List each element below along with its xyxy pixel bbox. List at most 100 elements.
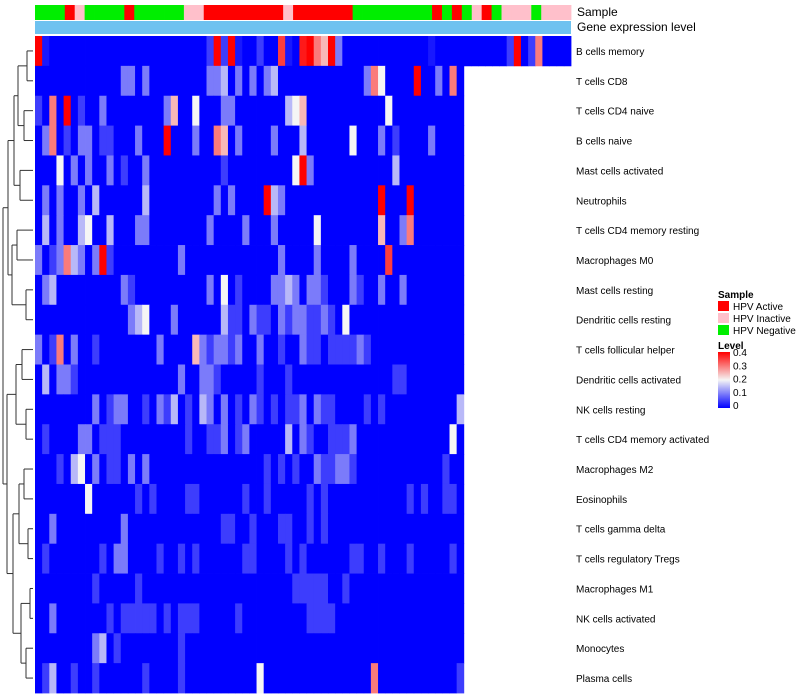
heatmap-cell <box>113 274 122 306</box>
heatmap-cell <box>63 513 72 545</box>
heatmap-cell <box>42 274 50 306</box>
heatmap-cell <box>370 215 379 246</box>
heatmap-cell <box>120 483 129 515</box>
heatmap-cell <box>442 454 450 485</box>
heatmap-cell <box>235 364 243 395</box>
heatmap-cell <box>213 36 222 67</box>
heatmap-cell <box>185 304 193 336</box>
heatmap-cell <box>177 36 186 67</box>
heatmap-cell <box>420 65 429 97</box>
heatmap-cell <box>399 95 408 126</box>
heatmap-cell <box>92 274 100 306</box>
heatmap-cell <box>335 543 343 574</box>
heatmap-cell <box>413 483 422 515</box>
heatmap-cell <box>249 364 257 395</box>
heatmap-cell <box>106 125 115 156</box>
heatmap-cell <box>220 95 229 126</box>
heatmap-cell <box>435 334 443 365</box>
heatmap-cell <box>449 304 458 336</box>
heatmap-cell <box>363 364 372 395</box>
heatmap-cell <box>42 454 50 485</box>
heatmap-cell <box>413 663 422 694</box>
heatmap-cell <box>306 36 315 67</box>
heatmap-cell <box>235 663 243 694</box>
heatmap-cell <box>170 36 179 67</box>
heatmap-cell <box>149 603 157 634</box>
heatmap-cell <box>313 603 322 634</box>
heatmap-cell <box>127 663 136 694</box>
heatmap-cell <box>149 304 157 336</box>
heatmap-cell <box>256 364 265 395</box>
heatmap-cell <box>277 215 286 246</box>
heatmap-cell <box>42 483 50 515</box>
heatmap-cell <box>35 274 43 306</box>
heatmap-cell <box>120 513 129 545</box>
heatmap-cell <box>163 483 172 515</box>
heatmap-cell <box>435 185 443 216</box>
heatmap-cell <box>328 633 336 664</box>
heatmap-cell <box>220 36 229 67</box>
heatmap-cell <box>299 513 307 545</box>
heatmap-cell <box>163 633 172 664</box>
heatmap-cell <box>70 304 79 336</box>
heatmap-cell <box>392 95 400 126</box>
heatmap-cell <box>70 155 79 186</box>
heatmap-cell <box>406 573 415 604</box>
heatmap-cell <box>420 274 429 306</box>
heatmap-cell <box>77 573 86 604</box>
heatmap-cell <box>320 513 329 545</box>
heatmap-cell <box>292 95 300 126</box>
heatmap-cell <box>120 394 129 425</box>
heatmap-cell <box>285 603 293 634</box>
sample-annotation-cell <box>352 5 363 20</box>
heatmap-cell <box>85 483 93 515</box>
heatmap-cell <box>242 663 250 694</box>
heatmap-cell <box>313 543 322 574</box>
heatmap-cell <box>242 274 250 306</box>
heatmap-cell <box>370 95 379 126</box>
heatmap-cell <box>456 95 465 126</box>
heatmap-cell <box>256 155 265 186</box>
heatmap-cell <box>263 245 272 276</box>
heatmap-cell <box>442 633 450 664</box>
heatmap-cell <box>49 663 57 694</box>
heatmap-cell <box>263 185 272 216</box>
legend-label: HPV Inactive <box>733 314 791 325</box>
heatmap-cell <box>220 274 229 306</box>
heatmap-cell <box>349 304 357 336</box>
heatmap-cell <box>392 483 400 515</box>
heatmap-cell <box>35 483 43 515</box>
heatmap-cell <box>85 304 93 336</box>
heatmap-cell <box>85 603 93 634</box>
heatmap-cell <box>113 633 122 664</box>
heatmap-cell <box>285 304 293 336</box>
heatmap-cell <box>363 185 372 216</box>
heatmap-cell <box>263 454 272 485</box>
heatmap-cell <box>378 36 386 67</box>
heatmap-cell <box>413 36 422 67</box>
heatmap-cell <box>92 304 100 336</box>
heatmap-cell <box>385 245 393 276</box>
heatmap-cell <box>63 543 72 574</box>
heatmap-cell <box>177 364 186 395</box>
heatmap-cell <box>156 663 165 694</box>
heatmap-cell <box>42 543 50 574</box>
sample-annotation-cell <box>312 5 324 20</box>
heatmap-cell <box>249 185 257 216</box>
heatmap-cell <box>242 155 250 186</box>
heatmap-cell <box>185 663 193 694</box>
heatmap-cell <box>313 364 322 395</box>
heatmap-cell <box>456 245 465 276</box>
heatmap-cell <box>35 155 43 186</box>
heatmap-cell <box>85 513 93 545</box>
heatmap-cell <box>177 603 186 634</box>
heatmap-cell <box>99 483 107 515</box>
sample-annotation-cell <box>422 5 433 20</box>
heatmap-cell <box>270 95 279 126</box>
heatmap-cell <box>192 125 200 156</box>
heatmap-cell <box>77 633 86 664</box>
heatmap-cell <box>142 573 150 604</box>
heatmap-cell <box>163 95 172 126</box>
heatmap-cell <box>163 245 172 276</box>
heatmap-cell <box>242 603 250 634</box>
